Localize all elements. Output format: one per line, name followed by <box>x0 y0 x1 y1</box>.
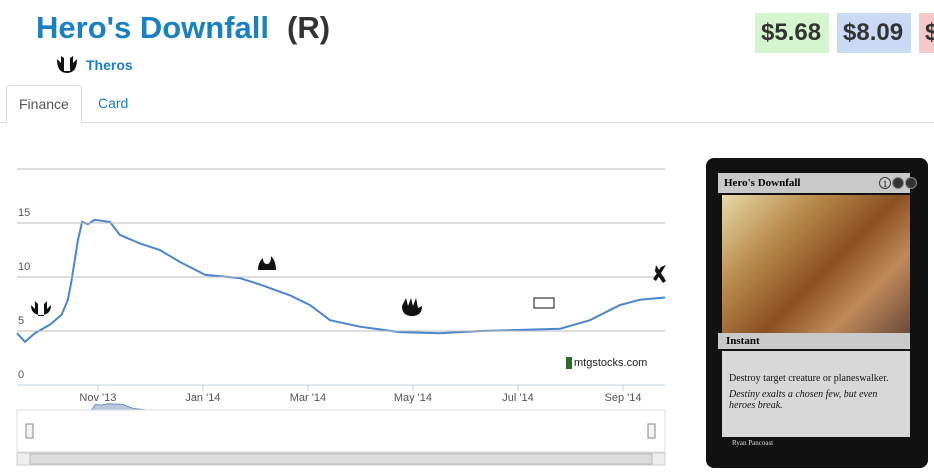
rarity: (R) <box>287 10 331 45</box>
price: $ <box>919 13 934 53</box>
tab-bar <box>0 122 934 123</box>
nav-handle[interactable] <box>647 423 656 439</box>
y-tick-label: 10 <box>18 261 30 273</box>
watermark: mtgstocks.com <box>574 357 647 369</box>
card-art <box>722 195 910 333</box>
x-tick-label: Jul '14 <box>502 392 533 404</box>
y-tick-label: 0 <box>18 369 24 381</box>
set-icon <box>258 256 276 270</box>
watermark-logo <box>566 357 572 369</box>
x-tick-label: May '14 <box>394 392 432 404</box>
set-icon <box>57 56 77 73</box>
set-icons <box>31 256 666 369</box>
x-tick-label: Sep '14 <box>605 392 642 404</box>
card-image: Hero's Downfall 1 Instant Destroy target… <box>706 158 928 468</box>
card-name: Hero's Downfall <box>718 173 910 193</box>
card-artist: Ryan Pancoast <box>732 439 774 447</box>
y-tick-label: 5 <box>18 315 24 327</box>
card-title: Hero's Downfall <box>36 10 270 45</box>
mana-symbol <box>905 177 917 189</box>
set-icon <box>533 297 555 309</box>
x-tick-label: Mar '14 <box>290 392 326 404</box>
card-type: Instant <box>718 333 910 349</box>
scrollbar-thumb[interactable] <box>29 453 653 465</box>
navigator <box>16 409 666 453</box>
nav-handle[interactable] <box>25 423 34 439</box>
mana-cost: 1 <box>879 177 891 189</box>
x-tick-label: Nov '13 <box>79 392 116 404</box>
card-textbox: Destroy target creature or planeswalker.… <box>722 351 910 437</box>
x-tick-label: Jan '14 <box>185 392 220 404</box>
card-flavor: Destiny exalts a chosen few, but even he… <box>729 389 878 411</box>
price: $5.68 <box>755 13 829 53</box>
tab[interactable]: Card <box>98 95 129 111</box>
set-link[interactable]: Theros <box>86 57 133 73</box>
mana-symbol <box>892 177 904 189</box>
y-tick-label: 15 <box>18 207 30 219</box>
price: $8.09 <box>837 13 911 53</box>
tab-active[interactable]: Finance <box>6 85 82 124</box>
card-rules: Destroy target creature or planeswalker. <box>729 373 889 384</box>
price-line <box>16 218 666 344</box>
set-icon <box>31 301 51 316</box>
set-icon <box>653 265 666 283</box>
set-icon <box>402 298 422 316</box>
